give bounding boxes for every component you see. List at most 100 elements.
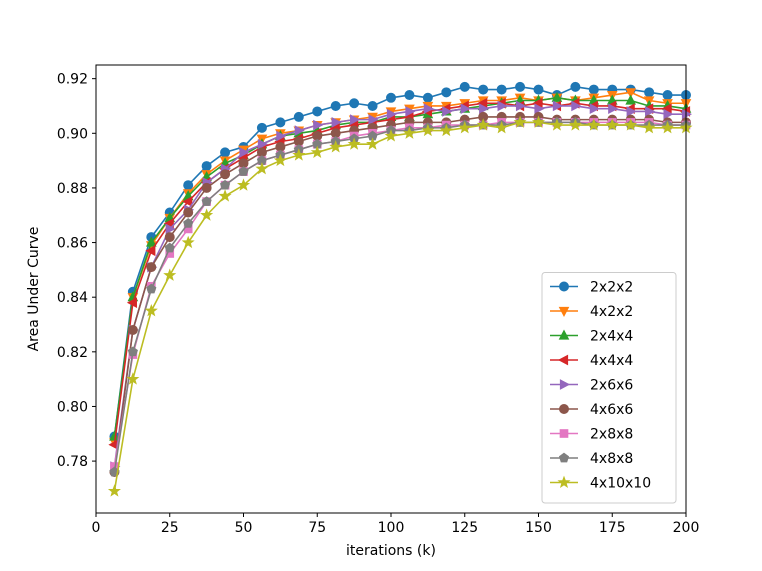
data-point — [273, 153, 287, 167]
legend-marker — [558, 329, 570, 340]
data-point — [239, 147, 250, 158]
legend-item: 2x2x2 — [550, 280, 633, 296]
data-point — [662, 90, 673, 101]
data-point — [107, 484, 121, 497]
legend-marker — [559, 429, 569, 438]
data-point — [531, 115, 546, 128]
legend-box — [541, 272, 677, 504]
data-point — [624, 118, 638, 131]
data-point — [441, 87, 452, 98]
data-point — [219, 179, 231, 190]
y-tick-label: 0.82 — [57, 345, 88, 361]
data-point — [255, 161, 269, 175]
data-point — [145, 236, 157, 247]
data-point — [386, 92, 396, 103]
data-point — [550, 118, 564, 131]
data-point — [164, 232, 175, 243]
y-tick-label: 0.92 — [57, 72, 88, 88]
y-tick-label: 0.84 — [57, 290, 88, 306]
data-point — [645, 106, 656, 117]
data-point — [534, 103, 545, 115]
data-point — [625, 88, 637, 99]
data-point — [331, 117, 342, 128]
data-point — [552, 100, 563, 112]
legend-marker — [559, 281, 569, 292]
data-point — [127, 346, 138, 357]
y-tick-label: 0.88 — [57, 181, 88, 197]
data-point — [182, 196, 193, 207]
legend-marker — [559, 379, 571, 390]
data-point — [126, 297, 137, 308]
series-4x10x10 — [107, 115, 693, 497]
data-point — [349, 98, 360, 109]
data-point — [330, 100, 341, 111]
data-point — [458, 120, 472, 134]
data-point — [459, 81, 470, 92]
data-point — [275, 117, 286, 128]
data-point — [312, 106, 323, 117]
data-point — [238, 166, 249, 176]
data-point — [183, 218, 194, 228]
data-point — [495, 120, 509, 134]
data-point — [644, 87, 655, 98]
y-axis-label: Area Under Curve — [26, 227, 42, 352]
legend-label: 2x4x4 — [590, 329, 633, 345]
x-tick-label: 100 — [378, 520, 405, 536]
data-point — [476, 118, 490, 131]
data-point — [442, 106, 453, 117]
y-tick-label: 0.80 — [57, 399, 88, 415]
legend-label: 2x6x6 — [590, 378, 633, 394]
legend-item: 2x6x6 — [550, 378, 633, 394]
legend-marker — [557, 354, 569, 366]
data-point — [384, 129, 398, 142]
data-point — [663, 108, 674, 120]
data-point — [589, 103, 600, 115]
data-point — [181, 235, 195, 249]
data-point — [497, 100, 508, 112]
legend-item: 4x4x4 — [550, 353, 633, 369]
x-tick-label: 150 — [525, 520, 552, 536]
data-point — [661, 120, 675, 134]
x-axis-label: iterations (k) — [346, 543, 436, 559]
data-point — [402, 126, 416, 139]
data-point — [366, 137, 380, 150]
data-point — [513, 115, 527, 128]
legend-label: 4x2x2 — [590, 304, 633, 320]
data-point — [570, 81, 581, 92]
data-point — [257, 138, 268, 150]
data-point — [587, 118, 601, 131]
data-point — [292, 148, 306, 161]
data-point — [293, 111, 304, 122]
data-point — [571, 100, 582, 112]
data-point — [144, 304, 158, 317]
data-point — [218, 189, 232, 202]
x-tick-label: 200 — [673, 520, 700, 536]
x-tick-label: 50 — [235, 520, 253, 536]
legend-label: 4x6x6 — [590, 402, 633, 418]
legend-marker — [558, 306, 570, 318]
x-axis: 0 25 50 75 100 125 150 175 200 — [92, 513, 700, 536]
data-point — [404, 90, 415, 101]
x-tick-label: 175 — [599, 520, 626, 536]
data-point — [329, 140, 343, 153]
data-point — [423, 103, 434, 115]
x-tick-label: 0 — [92, 520, 101, 536]
data-point — [201, 182, 212, 193]
data-point — [164, 242, 175, 253]
data-point — [126, 372, 140, 385]
data-point — [367, 100, 378, 111]
y-tick-label: 0.78 — [57, 454, 88, 470]
data-point — [533, 84, 544, 95]
legend-label: 2x2x2 — [590, 280, 633, 296]
data-point — [350, 114, 361, 125]
data-point — [183, 207, 194, 218]
x-tick-label: 125 — [451, 520, 478, 536]
data-point — [201, 161, 212, 172]
data-point — [146, 262, 157, 273]
data-point — [625, 94, 637, 105]
data-point — [236, 178, 251, 191]
data-point — [313, 119, 324, 131]
data-point — [422, 92, 433, 103]
data-point — [551, 91, 563, 102]
legend-label: 4x10x10 — [590, 476, 651, 492]
